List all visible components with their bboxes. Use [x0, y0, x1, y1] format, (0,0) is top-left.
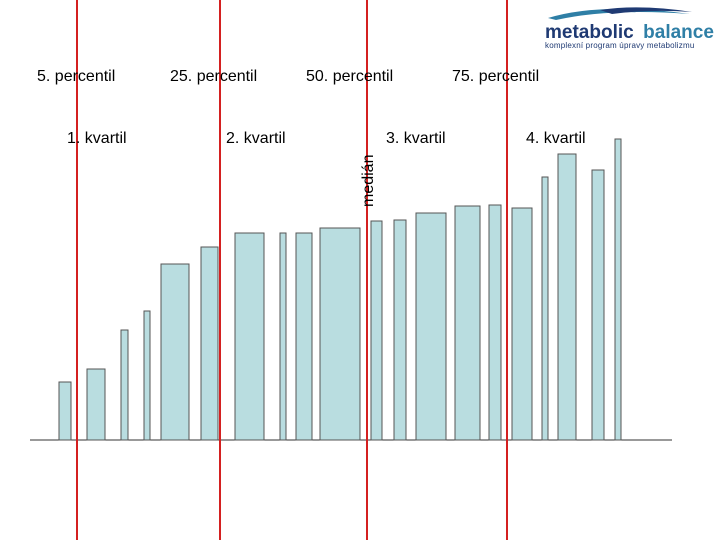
percentile-5-label: 5. percentil — [37, 68, 115, 85]
bar-17 — [541, 176, 549, 441]
percentile-50-label: 50. percentil — [306, 68, 393, 85]
bar-11 — [370, 220, 383, 441]
percentile-75-label: 75. percentil — [452, 68, 539, 85]
bar-14 — [454, 205, 481, 441]
quartile-2-label: 2. kvartil — [226, 130, 286, 147]
logo-swoosh-icon — [548, 8, 690, 20]
bar-3 — [120, 329, 129, 441]
metabolic-balance-logo: metabolic balance komplexní program úpra… — [545, 7, 714, 50]
bar-15 — [488, 204, 502, 441]
bar-7 — [234, 232, 265, 441]
quartile-1-label: 1. kvartil — [67, 130, 127, 147]
bar-20 — [614, 138, 622, 441]
quartile-3-label: 3. kvartil — [386, 130, 446, 147]
bar-18 — [557, 153, 577, 441]
bar-8 — [279, 232, 287, 441]
bar-9 — [295, 232, 313, 441]
bar-1 — [58, 381, 72, 441]
logo-word-balance: balance — [643, 22, 714, 43]
svg-text:metabolic balance: metabolic balance — [545, 22, 714, 43]
logo-swoosh-accent-icon — [600, 7, 692, 14]
percentile-25-label: 25. percentil — [170, 68, 257, 85]
quartile-4-label: 4. kvartil — [526, 130, 586, 147]
bar-10 — [319, 227, 361, 441]
bar-13 — [415, 212, 447, 441]
bar-19 — [591, 169, 605, 441]
bar-series — [58, 138, 622, 441]
bar-2 — [86, 368, 106, 441]
logo-word-metabolic: metabolic — [545, 22, 634, 43]
bar-4 — [143, 310, 151, 441]
bar-16 — [511, 207, 533, 441]
logo-tagline: komplexní program úpravy metabolizmu — [545, 41, 694, 50]
median-label: medián — [360, 155, 377, 207]
bar-12 — [393, 219, 407, 441]
bar-5 — [160, 263, 190, 441]
bar-6 — [200, 246, 219, 441]
